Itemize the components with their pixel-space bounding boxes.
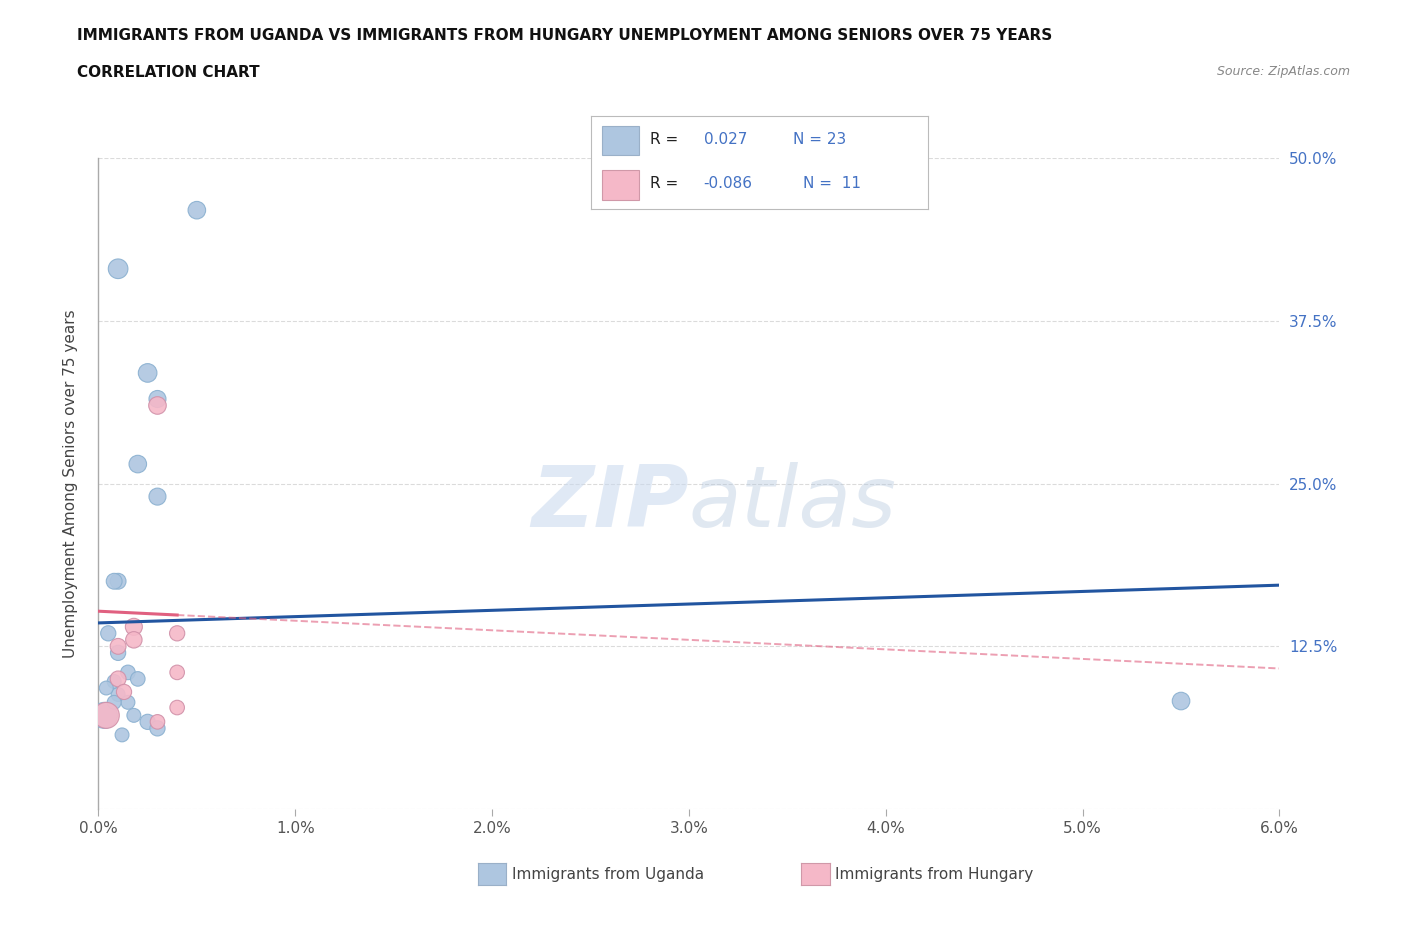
- Point: [103, 695, 125, 710]
- Point: [146, 721, 169, 736]
- Point: [186, 203, 208, 218]
- Text: Immigrants from Hungary: Immigrants from Hungary: [835, 867, 1033, 882]
- Point: [117, 695, 139, 710]
- Point: [107, 645, 129, 660]
- Text: 0.027: 0.027: [703, 132, 747, 148]
- Point: [146, 714, 169, 729]
- Point: [166, 665, 188, 680]
- Point: [127, 671, 149, 686]
- Point: [122, 632, 145, 647]
- Point: [136, 365, 159, 380]
- Point: [107, 671, 129, 686]
- Point: [166, 700, 188, 715]
- Point: [111, 727, 134, 742]
- Point: [107, 639, 129, 654]
- Point: [107, 574, 129, 589]
- Point: [117, 665, 139, 680]
- Point: [112, 684, 135, 699]
- Point: [96, 681, 118, 696]
- Point: [146, 489, 169, 504]
- Point: [107, 261, 129, 276]
- Point: [1170, 694, 1192, 709]
- Text: Source: ZipAtlas.com: Source: ZipAtlas.com: [1216, 65, 1350, 78]
- Point: [96, 708, 118, 723]
- Text: R =: R =: [650, 132, 678, 148]
- Point: [93, 708, 115, 723]
- Text: ZIP: ZIP: [531, 461, 689, 545]
- Y-axis label: Unemployment Among Seniors over 75 years: Unemployment Among Seniors over 75 years: [63, 310, 77, 658]
- Point: [146, 392, 169, 406]
- Point: [97, 626, 120, 641]
- Text: atlas: atlas: [689, 461, 897, 545]
- Point: [103, 674, 125, 689]
- Text: IMMIGRANTS FROM UGANDA VS IMMIGRANTS FROM HUNGARY UNEMPLOYMENT AMONG SENIORS OVE: IMMIGRANTS FROM UGANDA VS IMMIGRANTS FRO…: [77, 28, 1053, 43]
- Text: -0.086: -0.086: [703, 176, 752, 192]
- Point: [136, 714, 159, 729]
- Point: [107, 687, 129, 702]
- Point: [122, 708, 145, 723]
- Point: [103, 574, 125, 589]
- Point: [166, 626, 188, 641]
- Text: Immigrants from Uganda: Immigrants from Uganda: [512, 867, 704, 882]
- Text: N = 23: N = 23: [793, 132, 846, 148]
- Text: N =  11: N = 11: [803, 176, 860, 192]
- FancyBboxPatch shape: [602, 170, 640, 200]
- Point: [127, 457, 149, 472]
- Text: R =: R =: [650, 176, 683, 192]
- Text: CORRELATION CHART: CORRELATION CHART: [77, 65, 260, 80]
- Point: [122, 619, 145, 634]
- FancyBboxPatch shape: [602, 126, 640, 155]
- Point: [146, 398, 169, 413]
